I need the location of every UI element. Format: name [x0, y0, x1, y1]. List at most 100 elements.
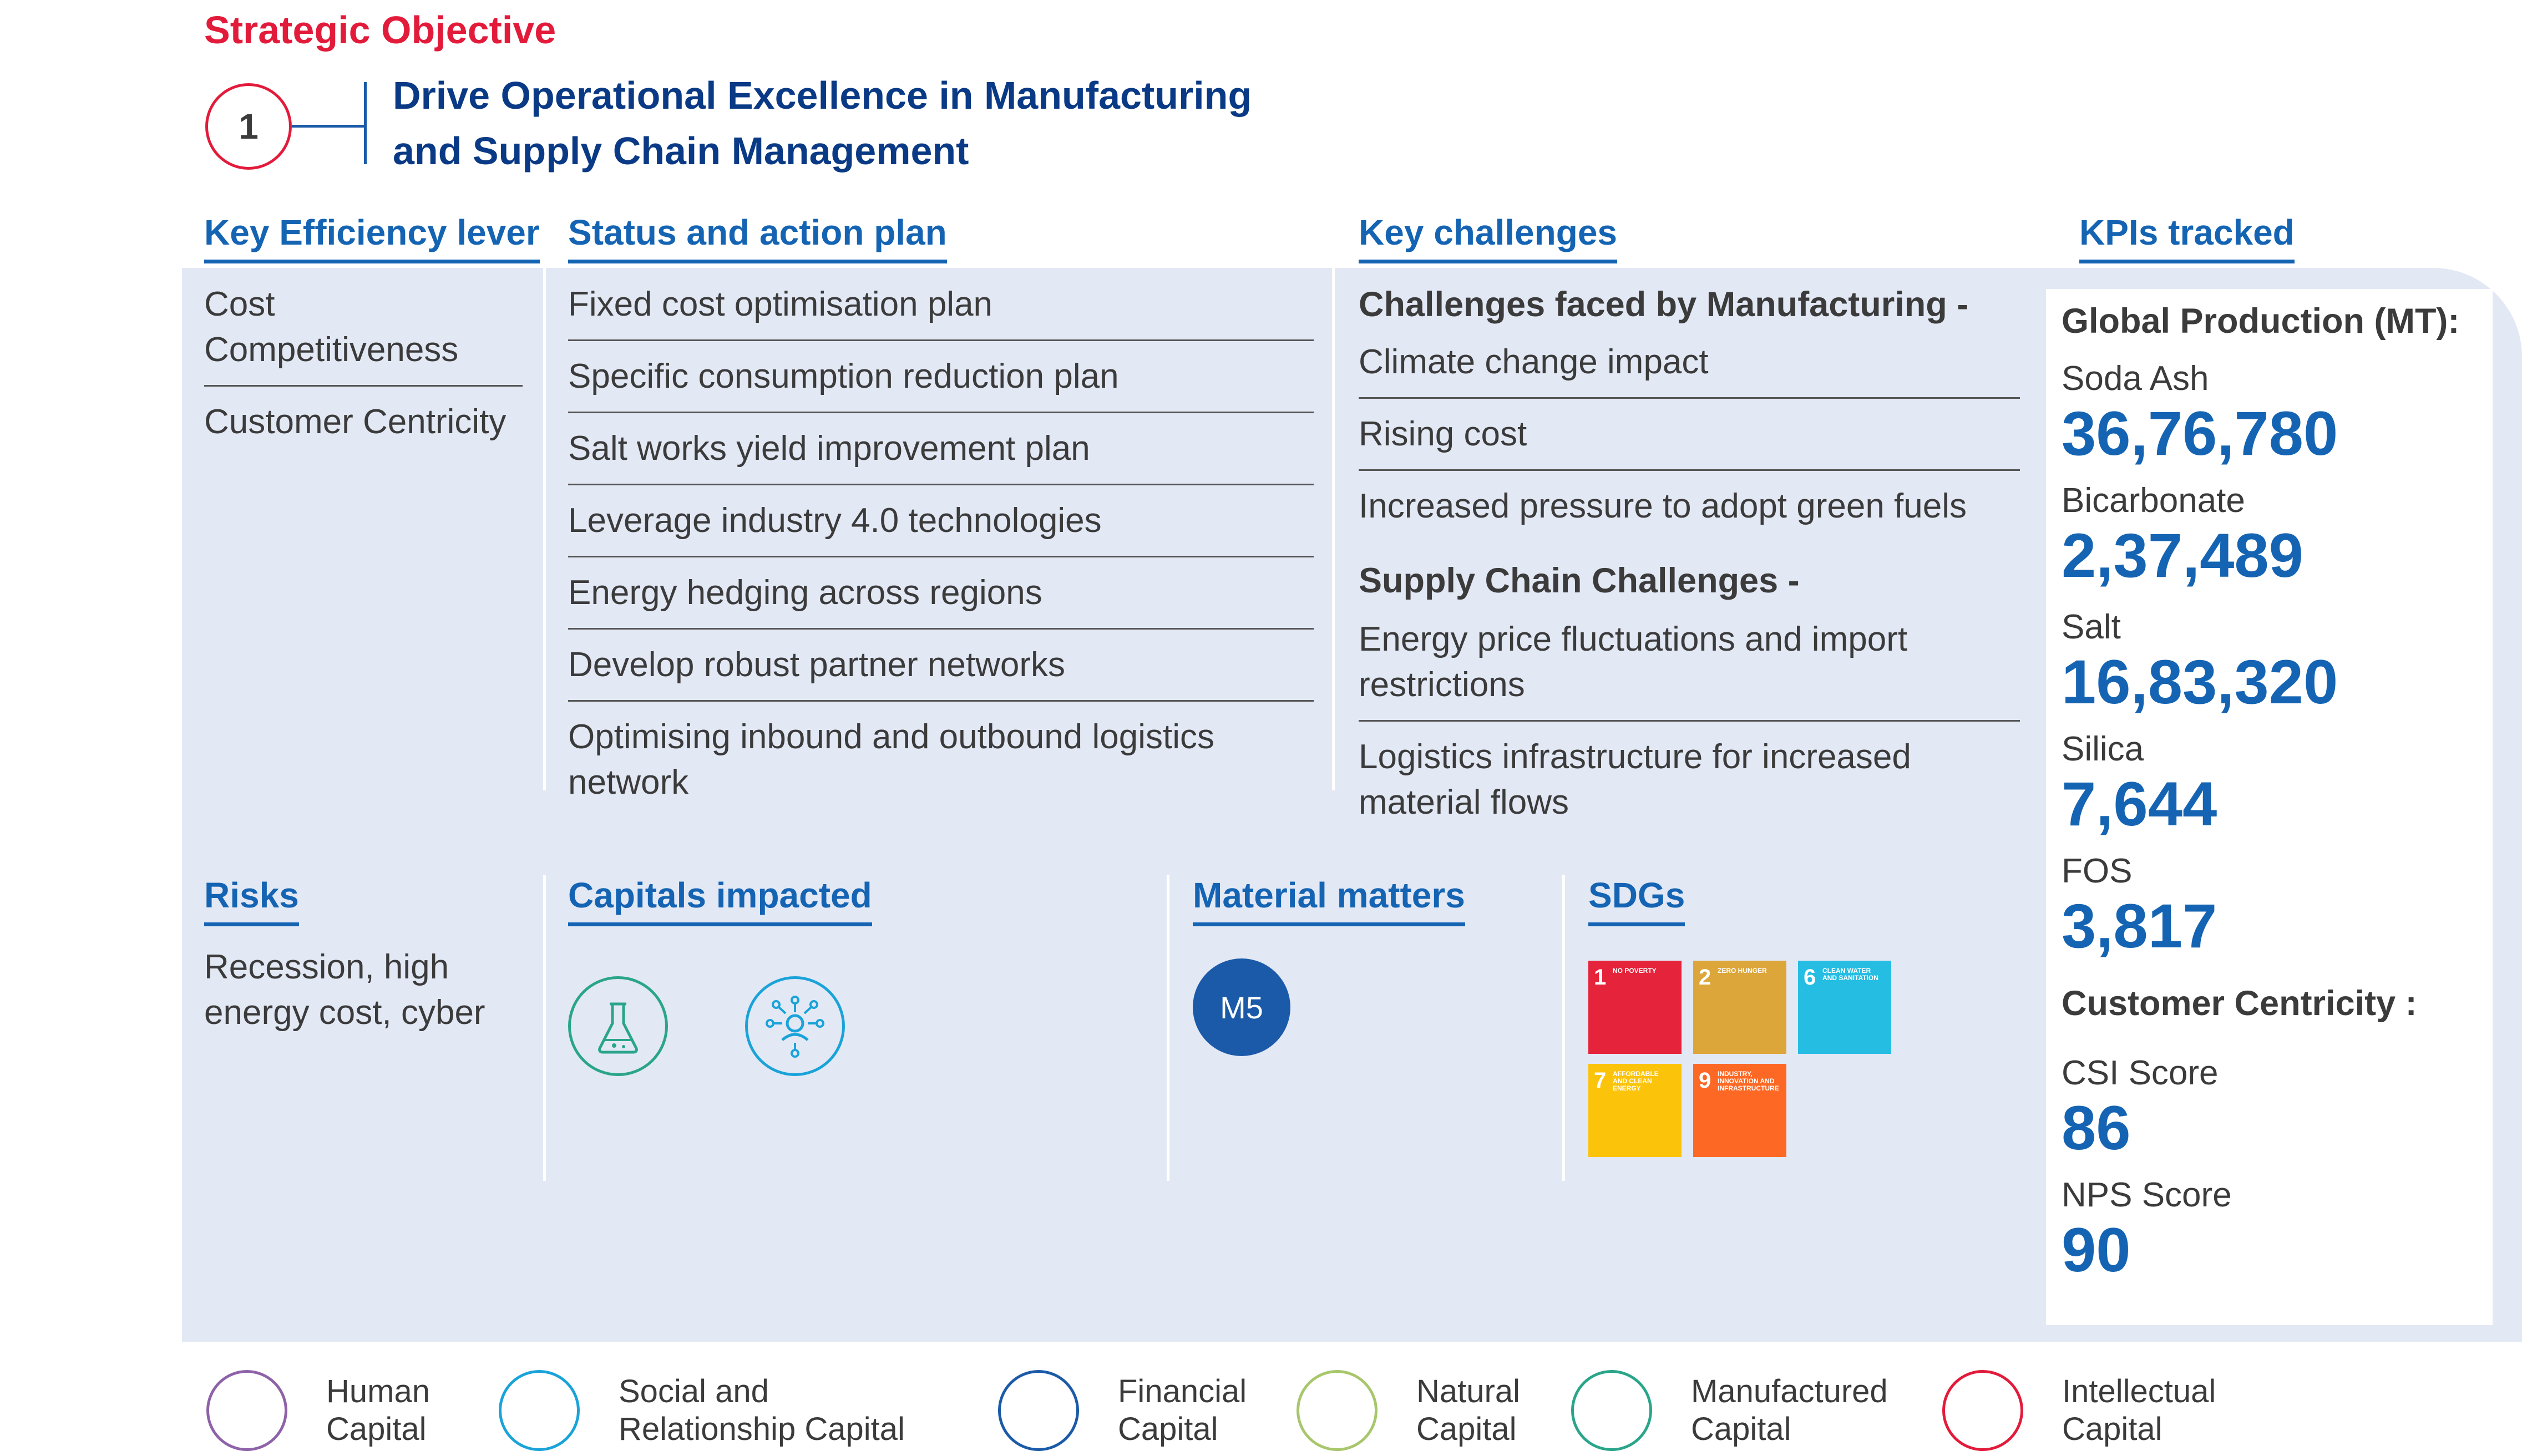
list-item: Develop robust partner networks [568, 642, 1314, 702]
customer-centricity-title: Customer Centricity : [2062, 984, 2417, 1023]
kpi-label: CSI Score [2062, 1054, 2219, 1092]
connector-line [292, 125, 365, 128]
kpi-item: FOS 3,817 [2062, 850, 2483, 960]
list-item: Customer Centricity [204, 403, 507, 441]
legend-label: Intellectual Capital [2062, 1373, 2216, 1447]
capitals-impacted-header: Capitals impacted [568, 875, 872, 926]
kpi-label: Silica [2062, 730, 2144, 768]
kpi-label: Salt [2062, 608, 2121, 646]
divider [543, 268, 546, 790]
objective-title: Drive Operational Excellence in Manufact… [393, 68, 1391, 179]
risks-text: Recession, high energy cost, cyber [204, 948, 485, 1032]
legend-label: Human Capital [326, 1373, 430, 1447]
sdg-tile: 2 ZERO HUNGER [1693, 961, 1786, 1054]
kpi-item: Salt 16,83,320 [2062, 606, 2483, 716]
sdg-number: 2 [1699, 965, 1711, 990]
sdg-label: NO POVERTY [1613, 967, 1657, 975]
sdg-number: 1 [1594, 965, 1607, 990]
kpis-header: KPIs tracked [2079, 212, 2295, 263]
challenges-block: Challenges faced by Manufacturing - Clim… [1359, 282, 2020, 850]
kpi-value: 2,37,489 [2062, 521, 2303, 590]
kpi-value: 7,644 [2062, 769, 2217, 839]
sdg-label: CLEAN WATER AND SANITATION [1822, 967, 1878, 982]
legend-label: Financial Capital [1118, 1373, 1247, 1447]
legend-label: Social and Relationship Capital [619, 1373, 905, 1447]
kpi-label: Soda Ash [2062, 359, 2209, 398]
human-capital-icon [206, 1370, 287, 1451]
flask-icon [568, 976, 668, 1076]
divider [1167, 875, 1169, 1181]
status-header: Status and action plan [568, 212, 947, 263]
sdg-tiles: 1 NO POVERTY 2 ZERO HUNGER 6 CLEAN WATER AN… [1588, 961, 1899, 1160]
kpi-box [2046, 289, 2493, 1325]
objective-number-badge: 1 [205, 83, 292, 170]
legend-item-manufactured-capital: Manufactured Capital [1571, 1370, 1913, 1451]
divider [1562, 875, 1565, 1181]
kpi-item: Bicarbonate 2,37,489 [2062, 479, 2483, 589]
key-efficiency-header: Key Efficiency lever [204, 212, 540, 263]
social-capital-icon [499, 1370, 580, 1451]
list-item: Leverage industry 4.0 technologies [568, 498, 1314, 557]
sdg-label: ZERO HUNGER [1718, 967, 1767, 975]
sdg-tile: 1 NO POVERTY [1588, 961, 1682, 1054]
divider [1332, 268, 1335, 790]
legend-item-financial-capital: Financial Capital [998, 1370, 1262, 1451]
risks-header: Risks [204, 875, 299, 926]
list-item: Cost Competitiveness [204, 282, 523, 387]
sdg-number: 9 [1699, 1068, 1711, 1093]
intellectual-capital-icon [1942, 1370, 2023, 1451]
manufactured-capital-icon [1571, 1370, 1652, 1451]
manufacturing-challenges-title: Challenges faced by Manufacturing - [1359, 285, 1969, 324]
kpi-item: CSI Score 86 [2062, 1052, 2483, 1161]
legend-item-natural-capital: Natural Capital [1297, 1370, 1538, 1451]
kpi-label: NPS Score [2062, 1176, 2232, 1214]
list-item: Rising cost [1359, 412, 2020, 471]
list-item: Fixed cost optimisation plan [568, 282, 1314, 341]
material-matter-badge: M5 [1193, 958, 1290, 1056]
supply-chain-challenges-title: Supply Chain Challenges - [1359, 561, 1800, 600]
list-item: Climate change impact [1359, 339, 2020, 399]
legend-item-social-capital: Social and Relationship Capital [499, 1370, 951, 1451]
connector-line-vertical [364, 82, 367, 164]
financial-capital-icon [998, 1370, 1079, 1451]
kpi-item: NPS Score 90 [2062, 1174, 2483, 1283]
list-item: Energy hedging across regions [568, 570, 1314, 630]
sdg-label: AFFORDABLE AND CLEAN ENERGY [1613, 1070, 1659, 1092]
legend-item-intellectual-capital: Intellectual Capital [1942, 1370, 2240, 1451]
list-item: Logistics infrastructure for increased m… [1359, 738, 1911, 821]
key-efficiency-list: Cost Competitiveness Customer Centricity [204, 282, 523, 470]
challenges-header: Key challenges [1359, 212, 1617, 263]
legend-label: Natural Capital [1416, 1373, 1520, 1447]
sdg-tile: 7 AFFORDABLE AND CLEAN ENERGY [1588, 1064, 1682, 1157]
list-item: Optimising inbound and outbound logistic… [568, 718, 1214, 801]
list-item: Specific consumption reduction plan [568, 354, 1314, 413]
kpi-value: 3,817 [2062, 891, 2217, 961]
kpi-item: Soda Ash 36,76,780 [2062, 357, 2483, 467]
list-item: Increased pressure to adopt green fuels [1359, 487, 1967, 525]
kpi-list: Global Production (MT): Soda Ash 36,76,7… [2062, 300, 2483, 1296]
divider [543, 875, 546, 1181]
legend-label: Manufactured Capital [1691, 1373, 1888, 1447]
list-item: Salt works yield improvement plan [568, 426, 1314, 485]
kpi-label: Bicarbonate [2062, 481, 2245, 520]
objective-title-line2: and Supply Chain Management [393, 129, 969, 173]
sdg-tile: 9 INDUSTRY, INNOVATION AND INFRASTRUCTURE [1693, 1064, 1786, 1157]
natural-capital-icon [1297, 1370, 1378, 1451]
network-icon [745, 976, 845, 1076]
kpi-value: 36,76,780 [2062, 399, 2338, 468]
objective-title-line1: Drive Operational Excellence in Manufact… [393, 74, 1252, 117]
status-list: Fixed cost optimisation plan Specific co… [568, 282, 1314, 830]
sdg-label: INDUSTRY, INNOVATION AND INFRASTRUCTURE [1718, 1070, 1779, 1092]
sdg-number: 7 [1594, 1068, 1607, 1093]
kpi-value: 90 [2062, 1215, 2131, 1285]
kpi-value: 16,83,320 [2062, 647, 2338, 717]
global-production-title: Global Production (MT): [2062, 302, 2460, 341]
sdg-tile: 6 CLEAN WATER AND SANITATION [1798, 961, 1891, 1054]
sdg-number: 6 [1804, 965, 1816, 990]
section-label: Strategic Objective [204, 8, 556, 52]
list-item: Energy price fluctuations and import res… [1359, 617, 2020, 722]
material-matters-header: Material matters [1193, 875, 1465, 926]
kpi-item: Silica 7,644 [2062, 728, 2483, 838]
kpi-value: 86 [2062, 1093, 2131, 1163]
legend-item-human-capital: Human Capital [206, 1370, 454, 1451]
